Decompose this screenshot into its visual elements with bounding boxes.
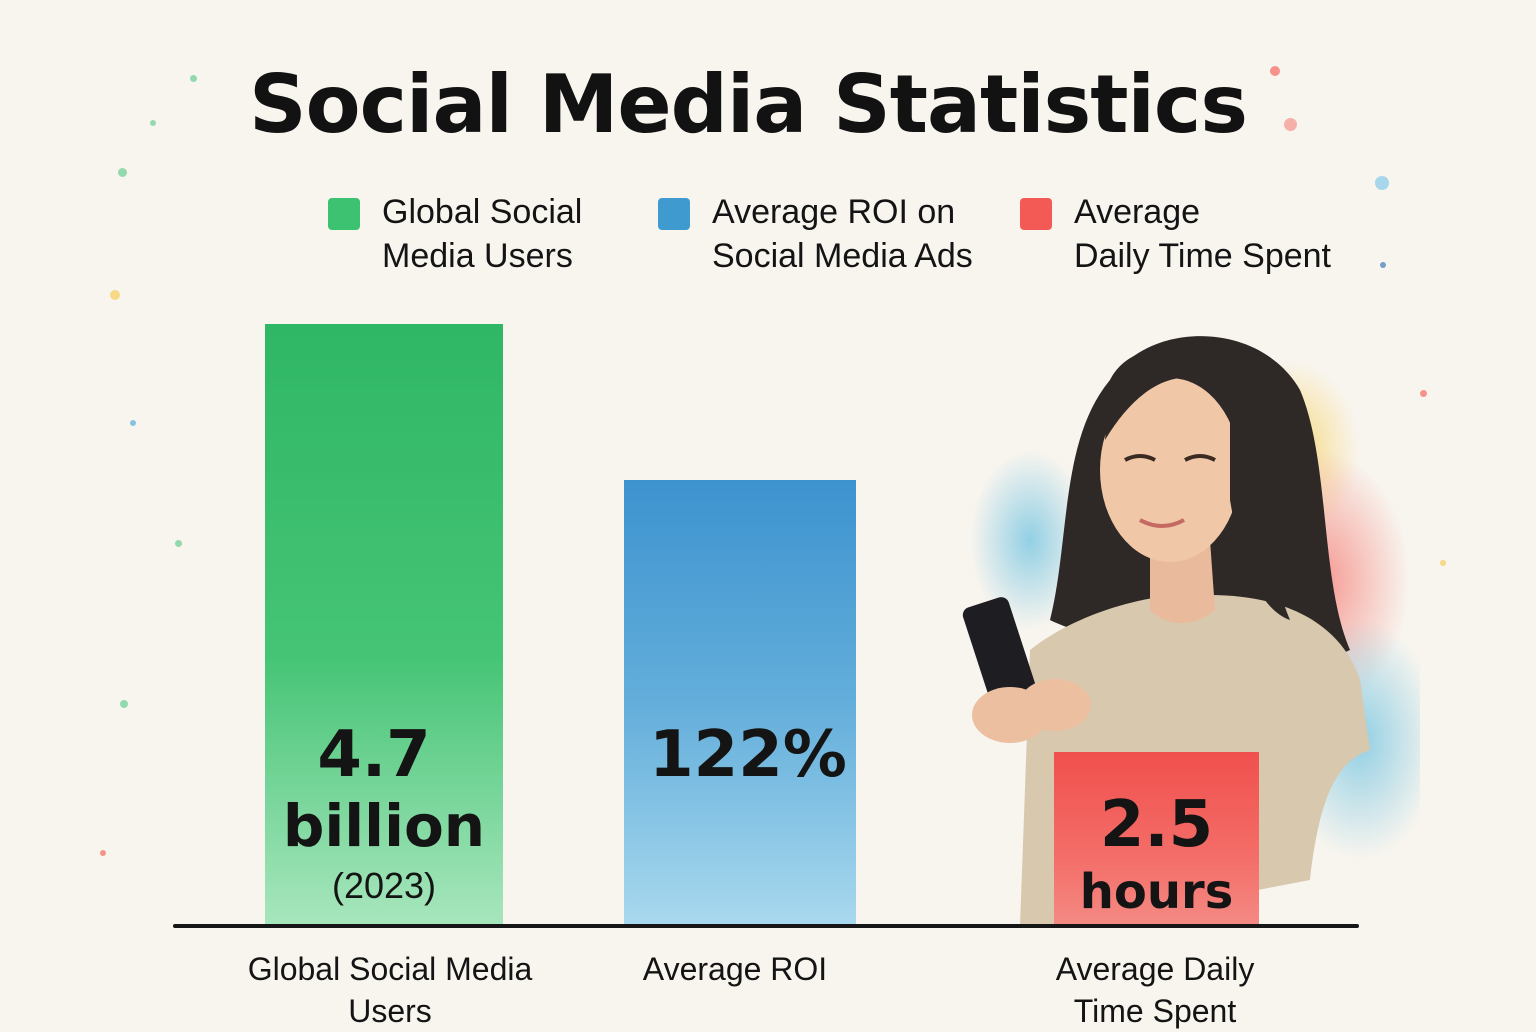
chart-title: Social Media Statistics [249, 58, 1248, 151]
legend-label-line1: Average [1074, 193, 1201, 231]
bar-value-unit: billion [282, 792, 486, 860]
legend-swatch-red [1020, 198, 1052, 230]
bar-value-main: 2.5 [1099, 788, 1214, 862]
legend-item-roi: Average ROI on Social Media Ads [658, 190, 1020, 278]
bar-daily-time: 2.5 hours [1054, 752, 1259, 926]
bar-value-main: 122% [649, 718, 847, 792]
x-axis-line [173, 924, 1359, 928]
legend-item-users: Global Social Media Users [328, 190, 658, 278]
illustration-woman-phone [960, 320, 1440, 926]
bar-value-main: 4.7 [317, 718, 431, 792]
bar-average-roi: 122% [624, 480, 856, 926]
legend-label-line2: Daily Time Spent [1074, 237, 1331, 275]
category-label-roi: Average ROI [642, 951, 828, 987]
category-label-time: Average Daily Time Spent [1055, 951, 1255, 1029]
category-label-users: Global Social Media Users [247, 951, 533, 1029]
legend-label-line1: Global Social [382, 193, 583, 231]
legend-label-line2: Social Media Ads [712, 237, 973, 275]
bar-global-users: 4.7 billion (2023) [265, 324, 503, 926]
legend-swatch-green [328, 198, 360, 230]
legend-label-line2: Media Users [382, 237, 573, 275]
legend-label-line1: Average ROI on [712, 193, 956, 231]
bar-value-note: (2023) [331, 865, 437, 906]
chart-legend: Global Social Media Users Average ROI on… [328, 190, 1331, 278]
legend-item-time: Average Daily Time Spent [1020, 190, 1331, 278]
woman-with-smartphone-icon [962, 336, 1440, 926]
legend-swatch-blue [658, 198, 690, 230]
bar-value-unit: hours [1079, 864, 1234, 920]
